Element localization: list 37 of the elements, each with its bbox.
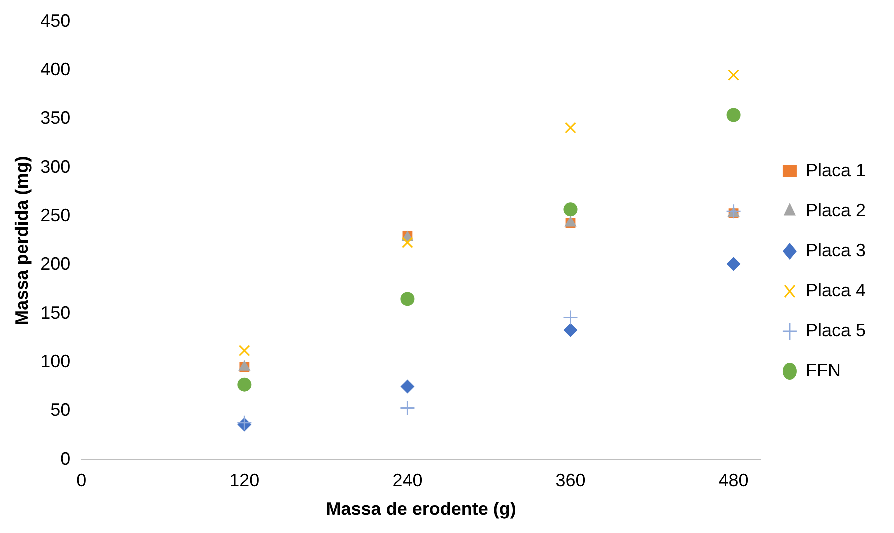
y-tick-label: 450 [40, 10, 71, 31]
point [728, 70, 740, 82]
point [402, 237, 414, 248]
x-tick-label: 480 [718, 470, 749, 491]
point [563, 310, 578, 326]
x-tick-label: 120 [230, 470, 260, 491]
x-tick-label: 360 [556, 470, 586, 491]
point [238, 378, 252, 392]
y-tick-label: 150 [40, 302, 71, 323]
point [565, 122, 576, 134]
y-tick-label: 100 [40, 351, 71, 372]
x-tick-label: 0 [76, 470, 87, 491]
y-tick-label: 350 [40, 108, 71, 128]
x-axis-title: Massa de erodente (g) [326, 499, 516, 520]
point [726, 108, 741, 122]
y-axis-title: Massa perdida (mg) [12, 156, 32, 326]
point [564, 323, 578, 338]
y-tick-label: 200 [40, 254, 71, 274]
point [400, 400, 416, 416]
legend-label: Placa 4 [806, 280, 866, 300]
legend-label: Placa 2 [806, 200, 866, 220]
point [564, 202, 578, 217]
legend-label: Placa 1 [806, 160, 866, 180]
y-tick-label: 0 [60, 448, 71, 469]
point [400, 292, 415, 306]
point [726, 257, 741, 272]
legend-label: Placa 3 [806, 240, 866, 260]
y-tick-label: 250 [40, 205, 71, 226]
point [726, 204, 742, 220]
y-tick-label: 50 [50, 400, 71, 420]
point [400, 380, 415, 394]
point [238, 345, 250, 356]
x-tick-label: 240 [392, 470, 423, 491]
legend-label: FFN [806, 360, 841, 380]
y-tick-label: 300 [40, 156, 71, 177]
legend-label: Placa 5 [806, 320, 866, 340]
y-tick-label: 400 [40, 59, 71, 80]
